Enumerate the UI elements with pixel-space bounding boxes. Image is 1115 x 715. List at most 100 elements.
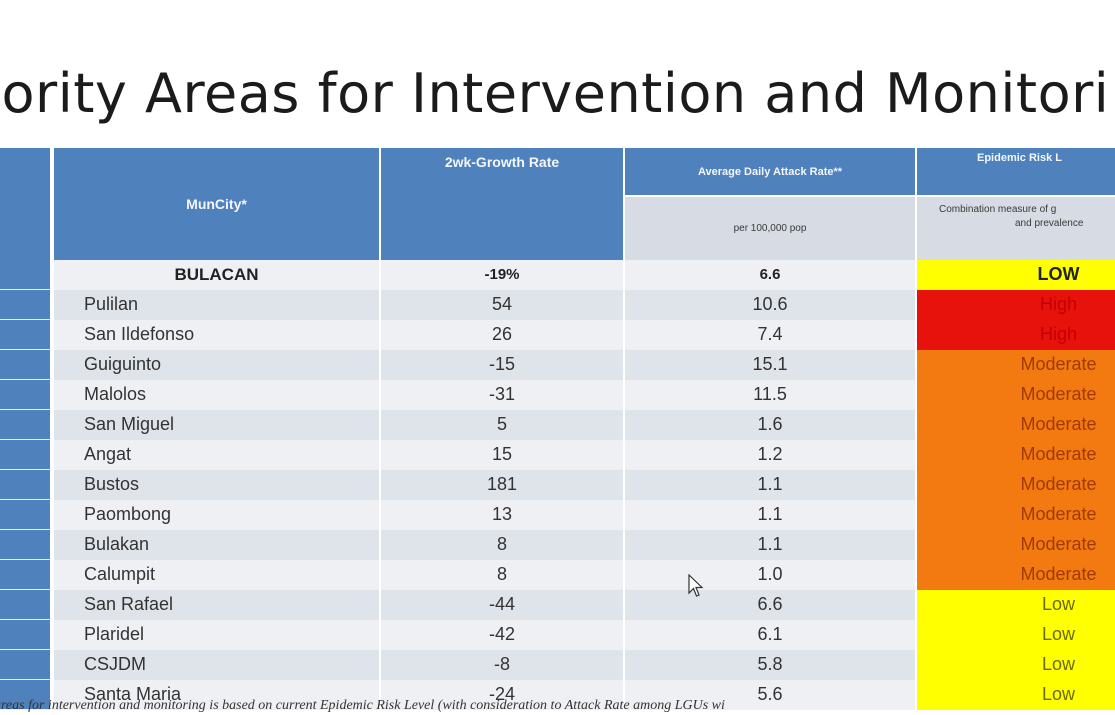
muncity-cell: San Miguel xyxy=(52,409,381,440)
risk-level-cell: Moderate xyxy=(916,409,1115,440)
row-stub xyxy=(0,349,54,380)
risk-level-cell: Low xyxy=(916,619,1115,650)
table-row: Plaridel -42 6.1 Low xyxy=(0,619,1115,650)
attack-rate-cell: 5.6 xyxy=(624,679,917,710)
table-row: CSJDM -8 5.8 Low xyxy=(0,649,1115,680)
growth-rate-cell: -15 xyxy=(380,349,625,380)
growth-rate-cell: -31 xyxy=(380,379,625,410)
mouse-cursor-icon xyxy=(688,574,704,597)
risk-level-cell: Moderate xyxy=(916,439,1115,470)
row-stub xyxy=(0,679,54,710)
header-growth-rate: 2wk-Growth Rate xyxy=(380,148,625,260)
risk-level-cell: High xyxy=(916,289,1115,320)
muncity-cell: Santa Maria xyxy=(52,679,381,710)
row-stub xyxy=(0,379,54,410)
attack-rate-cell: 1.0 xyxy=(624,559,917,590)
muncity-cell: Pulilan xyxy=(52,289,381,320)
attack-rate-cell: 6.1 xyxy=(624,619,917,650)
row-stub xyxy=(0,439,54,470)
header-stub xyxy=(0,148,54,260)
priority-areas-table: MunCity* 2wk-Growth Rate Average Daily A… xyxy=(0,148,1115,710)
risk-level-cell: Low xyxy=(916,649,1115,680)
attack-rate-cell: 1.2 xyxy=(624,439,917,470)
footnote: areas for intervention and monitoring is… xyxy=(0,698,725,713)
risk-subtitle-line-1: Combination measure of g xyxy=(939,204,1057,215)
muncity-cell: Malolos xyxy=(52,379,381,410)
header-attack-rate: Average Daily Attack Rate** xyxy=(624,148,917,197)
table-row: Pulilan 54 10.6 High xyxy=(0,289,1115,320)
attack-rate-cell: 1.1 xyxy=(624,469,917,500)
attack-rate-cell: 1.6 xyxy=(624,409,917,440)
table-row: San Miguel 5 1.6 Moderate xyxy=(0,409,1115,440)
growth-rate-cell: 8 xyxy=(380,559,625,590)
table-row: Calumpit 8 1.0 Moderate xyxy=(0,559,1115,590)
risk-level-cell: Low xyxy=(916,589,1115,620)
row-stub xyxy=(0,589,54,620)
growth-rate-cell: -24 xyxy=(380,679,625,710)
header-risk-level-subtitle: Combination measure of g and prevalence xyxy=(916,196,1115,260)
table-row: Angat 15 1.2 Moderate xyxy=(0,439,1115,470)
attack-rate-cell: 15.1 xyxy=(624,349,917,380)
province-name: BULACAN xyxy=(52,260,381,290)
risk-level-cell: Moderate xyxy=(916,559,1115,590)
muncity-cell: San Ildefonso xyxy=(52,319,381,350)
row-stub xyxy=(0,319,54,350)
province-risk-level: LOW xyxy=(916,260,1115,290)
risk-level-cell: Moderate xyxy=(916,349,1115,380)
risk-level-cell: Moderate xyxy=(916,379,1115,410)
province-growth-rate: -19% xyxy=(380,260,625,290)
muncity-cell: San Rafael xyxy=(52,589,381,620)
header-muncity: MunCity* xyxy=(52,148,381,260)
table-row: Santa Maria -24 5.6 Low xyxy=(0,679,1115,710)
table-row: San Ildefonso 26 7.4 High xyxy=(0,319,1115,350)
attack-rate-cell: 6.6 xyxy=(624,589,917,620)
table-row: Malolos -31 11.5 Moderate xyxy=(0,379,1115,410)
muncity-cell: Bulakan xyxy=(52,529,381,560)
risk-level-cell: Low xyxy=(916,679,1115,710)
risk-level-cell: Moderate xyxy=(916,499,1115,530)
row-stub xyxy=(0,289,54,320)
row-stub xyxy=(0,409,54,440)
table-row: Bustos 181 1.1 Moderate xyxy=(0,469,1115,500)
table-row: Guiguinto -15 15.1 Moderate xyxy=(0,349,1115,380)
province-attack-rate: 6.6 xyxy=(624,260,917,290)
risk-subtitle-line-2: and prevalence xyxy=(1015,218,1084,229)
growth-rate-cell: -44 xyxy=(380,589,625,620)
slide-title: iority Areas for Intervention and Monito… xyxy=(0,62,1110,125)
risk-level-cell: High xyxy=(916,319,1115,350)
muncity-cell: Bustos xyxy=(52,469,381,500)
table-row: Paombong 13 1.1 Moderate xyxy=(0,499,1115,530)
muncity-cell: Plaridel xyxy=(52,619,381,650)
growth-rate-cell: 5 xyxy=(380,409,625,440)
attack-rate-cell: 11.5 xyxy=(624,379,917,410)
growth-rate-cell: -8 xyxy=(380,649,625,680)
growth-rate-cell: 15 xyxy=(380,439,625,470)
row-stub xyxy=(0,260,54,290)
attack-rate-cell: 10.6 xyxy=(624,289,917,320)
attack-rate-cell: 1.1 xyxy=(624,499,917,530)
growth-rate-cell: 26 xyxy=(380,319,625,350)
province-row: BULACAN -19% 6.6 LOW xyxy=(0,260,1115,290)
risk-level-cell: Moderate xyxy=(916,529,1115,560)
growth-rate-cell: 13 xyxy=(380,499,625,530)
muncity-cell: Guiguinto xyxy=(52,349,381,380)
row-stub xyxy=(0,469,54,500)
table-row: San Rafael -44 6.6 Low xyxy=(0,589,1115,620)
header-risk-level: Epidemic Risk L xyxy=(916,148,1115,197)
table-row: Bulakan 8 1.1 Moderate xyxy=(0,529,1115,560)
muncity-cell: Paombong xyxy=(52,499,381,530)
row-stub xyxy=(0,649,54,680)
row-stub xyxy=(0,499,54,530)
row-stub xyxy=(0,559,54,590)
row-stub xyxy=(0,619,54,650)
growth-rate-cell: -42 xyxy=(380,619,625,650)
attack-rate-cell: 5.8 xyxy=(624,649,917,680)
header-attack-rate-unit: per 100,000 pop xyxy=(624,196,917,260)
growth-rate-cell: 54 xyxy=(380,289,625,320)
growth-rate-cell: 8 xyxy=(380,529,625,560)
row-stub xyxy=(0,529,54,560)
risk-level-cell: Moderate xyxy=(916,469,1115,500)
attack-rate-cell: 7.4 xyxy=(624,319,917,350)
muncity-cell: Calumpit xyxy=(52,559,381,590)
attack-rate-cell: 1.1 xyxy=(624,529,917,560)
